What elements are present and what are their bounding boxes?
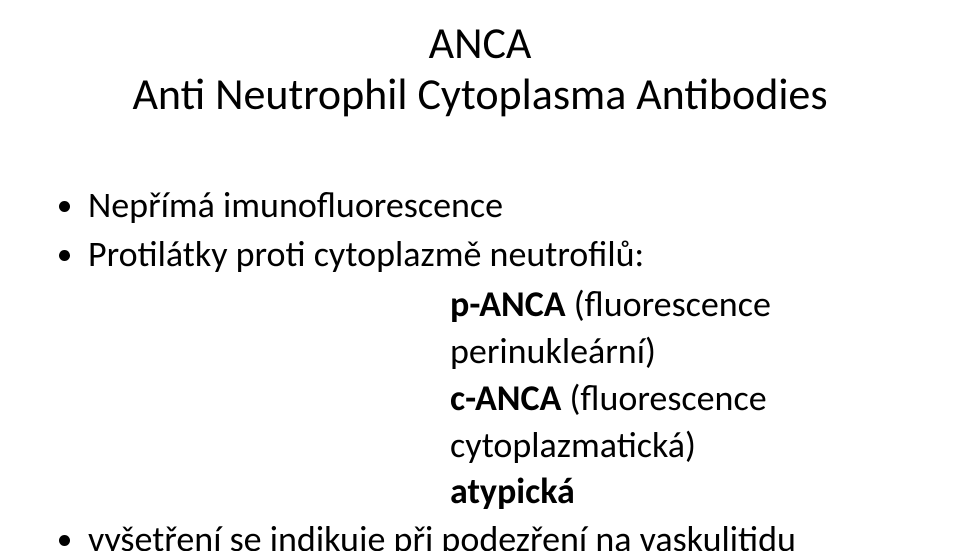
sub-item-3-bold: atypická [450, 469, 575, 513]
bullet-item-1: Nepřímá imunofluorescence [88, 183, 900, 228]
title-line-1: ANCA [60, 18, 900, 69]
body-block: Nepřímá imunofluorescence Protilátky pro… [60, 183, 900, 551]
sub-item-2: c-ANCA (fluorescence cytoplazmatická) [60, 375, 900, 469]
title-line-2: Anti Neutrophil Cytoplasma Antibodies [60, 69, 900, 120]
sub-item-2-bold: c-ANCA [450, 376, 561, 420]
sub-item-1: p-ANCA (fluorescence perinukleární) [60, 281, 900, 375]
title-block: ANCA Anti Neutrophil Cytoplasma Antibodi… [60, 18, 900, 119]
bullet-list: Nepřímá imunofluorescence Protilátky pro… [60, 183, 900, 277]
slide: ANCA Anti Neutrophil Cytoplasma Antibodi… [0, 0, 960, 551]
sub-item-1-bold: p-ANCA [450, 282, 566, 326]
bullet-item-3: vyšetření se indikuje při podezření na v… [88, 517, 900, 551]
bullet-list-2: vyšetření se indikuje při podezření na v… [60, 517, 900, 551]
bullet-item-2: Protilátky proti cytoplazmě neutrofilů: [88, 232, 900, 277]
sub-item-3: atypická [60, 468, 900, 515]
